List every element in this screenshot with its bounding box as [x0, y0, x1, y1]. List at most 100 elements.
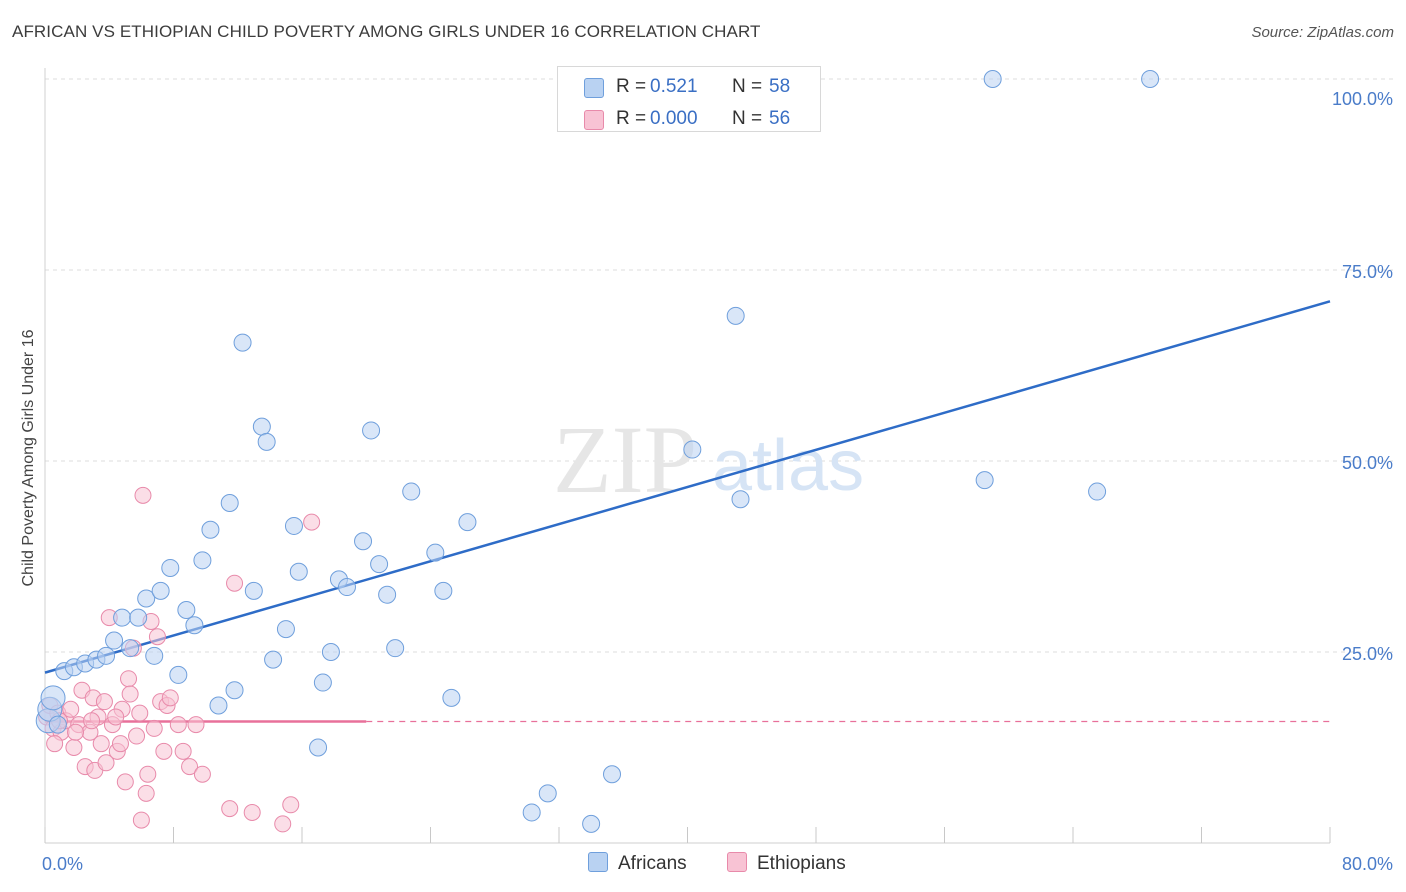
legend-r-value: 0.521: [650, 76, 698, 97]
africans-point: [48, 715, 67, 734]
ethiopians-point: [111, 735, 129, 753]
ethiopians-point: [174, 742, 192, 760]
ethiopians-point: [62, 700, 80, 718]
ethiopians-point: [155, 742, 173, 760]
watermark: ZIP atlas: [553, 406, 864, 513]
africans-point: [40, 685, 66, 711]
africans-point: [129, 608, 148, 627]
legend-n-label: N =: [732, 108, 763, 129]
africans-point: [137, 589, 156, 608]
africans-point: [220, 494, 239, 513]
bottom-legend-label-africans: Africans: [618, 853, 687, 874]
legend-row-ethiopians: R = 0.000 N = 56: [558, 103, 820, 135]
ethiopians-point: [221, 800, 239, 818]
y-tick-label: 50.0%: [1342, 453, 1393, 473]
africans-point: [522, 803, 541, 822]
y-tick-label: 25.0%: [1342, 644, 1393, 664]
africans-point: [145, 646, 164, 665]
africans-point: [264, 650, 283, 669]
bottom-legend-label-ethiopians: Ethiopians: [757, 853, 846, 874]
ethiopians-point: [131, 704, 149, 722]
x-tick-label: 80.0%: [1342, 854, 1393, 874]
africans-trend-line: [44, 300, 1331, 674]
ethiopians-point: [132, 811, 150, 829]
ethiopians-point: [116, 773, 134, 791]
ethiopians-point: [303, 513, 321, 531]
ethiopians-point: [181, 758, 199, 776]
africans-point: [177, 600, 196, 619]
grid-layer: [45, 78, 1395, 653]
ethiopians-point: [148, 628, 166, 646]
africans-point: [731, 490, 750, 509]
africans-point: [442, 688, 461, 707]
legend-n-value: 58: [769, 76, 791, 97]
ethiopians-point: [161, 689, 179, 707]
ethiopians-point: [139, 765, 157, 783]
africans-point: [121, 639, 140, 658]
africans-point: [276, 620, 295, 639]
ethiopians-point: [193, 765, 211, 783]
africans-point: [244, 581, 263, 600]
africans-point: [683, 440, 702, 459]
x-tick-label: 0.0%: [42, 854, 83, 874]
y-tick-label: 100.0%: [1332, 89, 1393, 109]
africans-point: [370, 555, 389, 574]
y-axis-label: Child Poverty Among Girls Under 16: [20, 329, 37, 586]
africans-point: [193, 551, 212, 570]
legend-r-label: R =: [616, 108, 647, 129]
ethiopians-point: [187, 716, 205, 734]
ethiopians-point: [121, 685, 139, 703]
bottom-legend-africans: Africans: [588, 852, 687, 875]
africans-point: [257, 432, 276, 451]
africans-point: [284, 516, 303, 535]
legend-swatch-africans: [584, 78, 604, 98]
ethiopians-point: [65, 739, 83, 756]
chart-title: AFRICAN VS ETHIOPIAN CHILD POVERTY AMONG…: [12, 22, 761, 41]
ethiopians-point: [134, 486, 152, 504]
ethiopians-point: [95, 693, 113, 711]
africans-point: [201, 520, 220, 539]
africans-point: [458, 513, 477, 532]
africans-point: [113, 608, 132, 627]
ethiopians-point: [145, 719, 163, 737]
africans-point: [426, 543, 445, 562]
africans-point: [161, 558, 180, 577]
africans-point: [378, 585, 397, 604]
africans-point: [582, 814, 601, 833]
africans-point: [105, 631, 124, 650]
bottom-legend-swatch-ethiopians: [727, 852, 747, 872]
legend-swatch-ethiopians: [584, 110, 604, 130]
africans-point: [209, 696, 228, 715]
africans-point: [354, 532, 373, 551]
africans-point: [434, 581, 453, 600]
africans-point: [169, 665, 188, 684]
ethiopians-point: [120, 670, 138, 688]
africans-point: [983, 70, 1002, 88]
africans-point: [97, 646, 116, 665]
ethiopians-point: [97, 754, 115, 772]
y-tick-label: 75.0%: [1342, 262, 1393, 282]
africans-point: [289, 562, 308, 581]
africans-point: [337, 578, 356, 597]
watermark-zip: ZIP: [553, 406, 697, 513]
africans-point: [151, 581, 170, 600]
bottom-legend-ethiopians: Ethiopians: [727, 852, 846, 875]
africans-point: [225, 681, 244, 700]
ethiopians-point: [243, 803, 261, 821]
ethiopians-point: [128, 727, 146, 745]
legend-n-value: 56: [769, 108, 791, 129]
ethiopians-point: [107, 708, 125, 726]
legend-r-value: 0.000: [650, 108, 698, 129]
africans-point: [538, 784, 557, 803]
points-layer: [35, 70, 1160, 833]
africans-point: [362, 421, 381, 440]
africans-point: [386, 639, 405, 658]
legend-row-africans: R = 0.521 N = 58: [558, 71, 820, 103]
africans-point: [1141, 70, 1160, 88]
legend-n-label: N =: [732, 76, 763, 97]
ethiopians-point: [226, 574, 244, 592]
ethiopians-point: [46, 735, 64, 753]
africans-point: [185, 616, 204, 635]
chart-source: Source: ZipAtlas.com: [1251, 24, 1394, 41]
